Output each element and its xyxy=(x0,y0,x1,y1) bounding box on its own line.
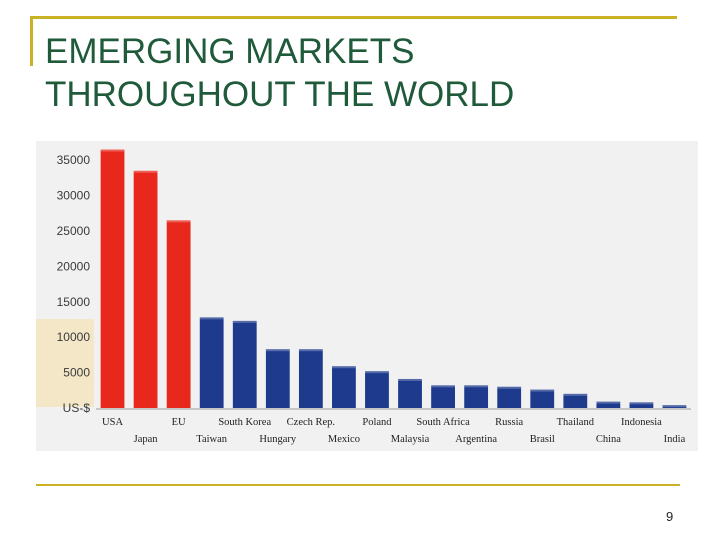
x-tick-label: Taiwan xyxy=(196,434,228,445)
x-tick-label: South Korea xyxy=(218,417,271,428)
x-tick-label: India xyxy=(664,434,686,445)
bar-japan xyxy=(133,170,158,408)
x-tick-label: Mexico xyxy=(328,434,360,445)
bar-highlight xyxy=(166,220,191,223)
y-axis-label: US-$ xyxy=(63,401,91,415)
bar-poland xyxy=(365,371,389,408)
y-tick-label: 20000 xyxy=(57,259,91,273)
bar-highlight xyxy=(497,386,522,389)
bar-taiwan xyxy=(199,317,224,408)
bar-highlight xyxy=(100,149,125,152)
bar-highlight xyxy=(133,170,158,173)
x-tick-label: Hungary xyxy=(259,434,296,445)
x-tick-label: USA xyxy=(102,417,123,428)
bar-chart: 5000 10000 15000 20000 25000 30000 35000 US-$ US… xyxy=(36,141,698,451)
x-tick-label: Thailand xyxy=(557,417,595,428)
bar-south-korea xyxy=(232,320,257,408)
y-tick-label: 5000 xyxy=(63,366,90,380)
y-tick-label: 30000 xyxy=(57,189,91,203)
frame-top-rule xyxy=(30,16,677,19)
bar-indonesia xyxy=(629,402,654,408)
x-tick-label: Poland xyxy=(362,417,392,428)
y-tick-label: 10000 xyxy=(57,330,91,344)
bar-south-africa xyxy=(431,385,455,408)
bar-mexico xyxy=(332,366,356,408)
bar-highlight xyxy=(530,389,555,392)
x-tick-label: EU xyxy=(172,417,186,428)
x-tick-label: Czech Rep. xyxy=(287,417,335,428)
bar-highlight xyxy=(629,402,654,405)
bar-brasil xyxy=(530,389,555,408)
bar-highlight xyxy=(563,393,588,396)
bar-malaysia xyxy=(398,378,422,408)
frame-left-rule xyxy=(30,16,33,66)
chart-axis-shade xyxy=(36,319,94,407)
x-tick-label: Argentina xyxy=(455,434,497,445)
frame-bottom-rule xyxy=(36,484,680,486)
bar-highlight xyxy=(332,366,356,369)
bar-highlight xyxy=(199,317,224,320)
bar-chart-svg: 5000 10000 15000 20000 25000 30000 35000 US-$ US… xyxy=(36,141,698,451)
y-tick-label: 35000 xyxy=(57,153,91,167)
bar-hungary xyxy=(265,349,290,408)
bar-highlight xyxy=(662,405,687,408)
bar-czech-rep xyxy=(298,349,323,408)
y-tick-label: 15000 xyxy=(57,295,91,309)
bar-china xyxy=(596,401,621,408)
x-tick-label: Japan xyxy=(134,434,159,445)
bar-russia xyxy=(497,386,522,408)
bar-highlight xyxy=(596,401,621,404)
page-number: 9 xyxy=(666,509,674,524)
bar-eu xyxy=(166,220,191,408)
x-tick-label: Russia xyxy=(495,417,523,428)
slide-title: EMERGING MARKETS THROUGHOUT THE WORLD xyxy=(45,30,514,116)
bar-india xyxy=(662,405,687,408)
bar-highlight xyxy=(298,349,323,352)
bar-highlight xyxy=(464,385,489,388)
x-tick-label: Indonesia xyxy=(621,417,662,428)
bar-highlight xyxy=(265,349,290,352)
x-tick-label: China xyxy=(596,434,621,445)
x-tick-label: South Africa xyxy=(416,417,470,428)
bar-highlight xyxy=(431,385,455,388)
y-tick-label: 25000 xyxy=(57,224,91,238)
bar-argentina xyxy=(464,385,489,408)
title-line-1: EMERGING MARKETS xyxy=(45,32,415,71)
bar-usa xyxy=(100,149,125,409)
bar-highlight xyxy=(232,320,257,323)
x-tick-label: Malaysia xyxy=(391,434,430,445)
bar-highlight xyxy=(365,371,389,374)
x-tick-label: Brasil xyxy=(530,434,555,445)
bar-thailand xyxy=(563,393,588,408)
bar-highlight xyxy=(398,378,422,381)
title-line-2: THROUGHOUT THE WORLD xyxy=(45,75,515,114)
